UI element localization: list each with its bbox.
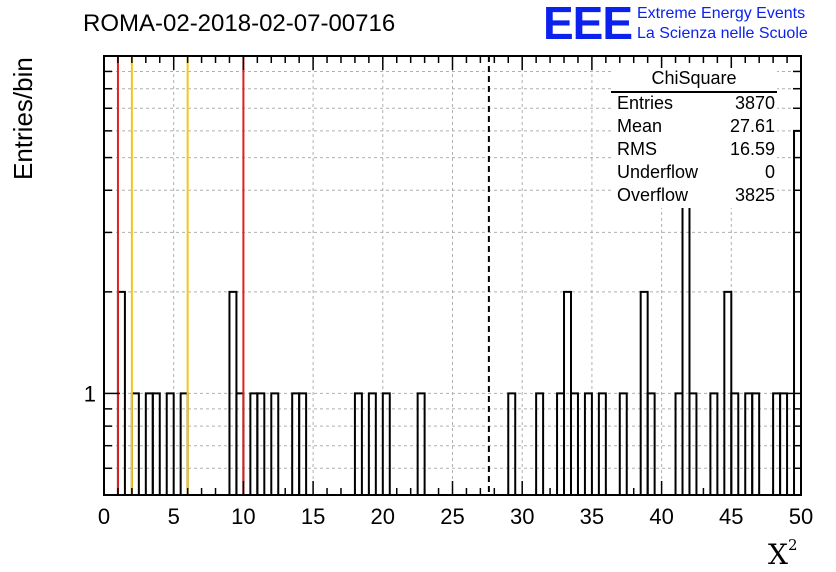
histogram-bin — [270, 392, 280, 495]
stats-value: 27.61 — [729, 116, 775, 136]
x-axis-label-superscript: 2 — [787, 536, 798, 554]
logo-line-2: La Scienza nelle Scuole — [637, 25, 808, 42]
histogram-bin — [779, 392, 789, 495]
x-tick-label: 15 — [301, 504, 325, 529]
x-tick-label: 35 — [580, 504, 604, 529]
histogram-bars — [116, 129, 802, 495]
x-tick-label: 0 — [98, 504, 110, 529]
marker-lines — [116, 56, 490, 495]
x-tick-label: 25 — [440, 504, 464, 529]
chart-title: ROMA-02-2018-02-07-00716 — [83, 10, 396, 37]
stats-row-overflow: Overflow 3825 — [611, 185, 777, 208]
histogram-bin — [597, 392, 607, 495]
x-tick-label: 40 — [649, 504, 673, 529]
x-tick-label: 20 — [371, 504, 395, 529]
histogram-bin — [165, 392, 175, 495]
eee-logo: EEE — [543, 0, 633, 49]
eee-logo-text: Extreme Energy Events La Scienza nelle S… — [637, 4, 808, 44]
stats-title: ChiSquare — [611, 68, 777, 93]
histogram-bin — [730, 392, 740, 495]
x-tick-label: 10 — [231, 504, 255, 529]
histogram-bin — [151, 392, 161, 495]
axis-tick-labels: 0 5 10 15 20 25 30 35 40 45 50 1 — [84, 381, 813, 529]
stats-row-rms: RMS 16.59 — [611, 139, 777, 162]
stats-value: 3870 — [734, 93, 775, 113]
stats-value: 0 — [764, 162, 775, 182]
x-tick-label: 45 — [719, 504, 743, 529]
histogram-bin — [367, 392, 377, 495]
stats-value: 16.59 — [729, 139, 775, 159]
x-axis-label-base: X — [768, 538, 788, 571]
x-tick-label: 30 — [510, 504, 534, 529]
histogram-bin — [618, 392, 628, 495]
grid-lines — [104, 56, 801, 495]
x-tick-label: 5 — [168, 504, 180, 529]
stats-label: RMS — [617, 139, 657, 159]
histogram-bin — [709, 392, 719, 495]
histogram-bin — [681, 189, 691, 495]
histogram-bin — [751, 392, 761, 495]
histogram-bin — [793, 129, 802, 495]
axis-ticks — [103, 56, 802, 496]
histogram-bin — [353, 392, 363, 495]
histogram-bin — [569, 392, 579, 495]
histogram-bin — [535, 392, 545, 495]
histogram-bin — [646, 392, 656, 495]
histogram-bin — [688, 392, 698, 495]
stats-value: 3825 — [734, 185, 775, 205]
stats-label: Underflow — [617, 162, 699, 182]
x-axis-label: X2 — [768, 536, 797, 571]
stats-row-mean: Mean 27.61 — [611, 116, 777, 139]
histogram-bin — [416, 392, 426, 495]
stats-box: ChiSquare Entries 3870 Mean 27.61 RMS 16.59… — [611, 68, 777, 208]
logo-line-1: Extreme Energy Events — [637, 5, 806, 22]
histogram-bin — [256, 392, 266, 495]
stats-row-underflow: Underflow 0 — [611, 162, 777, 185]
stats-label: Overflow — [617, 185, 689, 205]
y-tick-label: 1 — [84, 381, 96, 406]
histogram-bin — [298, 392, 308, 495]
histogram-bin — [381, 392, 391, 495]
y-axis-label: Entries/bin — [8, 57, 38, 180]
stats-label: Entries — [617, 93, 674, 113]
x-tick-label: 50 — [789, 504, 813, 529]
stats-row-entries: Entries 3870 — [611, 93, 777, 116]
histogram-bin — [583, 392, 593, 495]
histogram-bin — [507, 392, 517, 495]
stats-label: Mean — [617, 116, 663, 136]
